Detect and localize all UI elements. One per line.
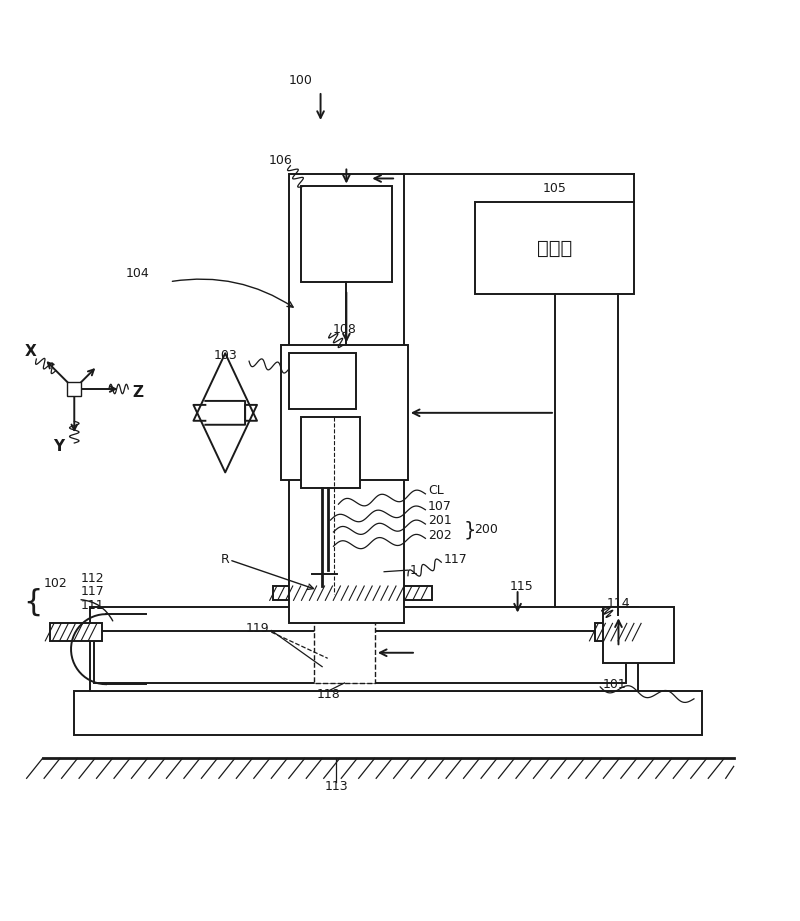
Text: 117: 117 (81, 585, 104, 598)
Text: 112: 112 (81, 572, 104, 585)
Bar (301, 417, 360, 488)
Text: 117: 117 (444, 554, 467, 566)
Bar (74, 691, 702, 735)
Bar (475, 203, 634, 294)
Text: {: { (23, 588, 42, 616)
Text: }: } (463, 520, 476, 539)
Text: Y: Y (53, 439, 64, 454)
Bar (602, 608, 674, 663)
Text: 104: 104 (126, 267, 150, 280)
Text: 107: 107 (428, 500, 452, 513)
Bar (301, 186, 392, 282)
Bar (67, 382, 82, 396)
Text: 105: 105 (543, 181, 567, 194)
Text: 202: 202 (428, 530, 451, 542)
Bar (281, 345, 408, 481)
Text: 106: 106 (269, 154, 293, 167)
Text: 118: 118 (317, 688, 340, 702)
Text: 101: 101 (602, 678, 626, 691)
Bar (90, 608, 638, 691)
Text: 113: 113 (325, 780, 348, 793)
Text: 控制部: 控制部 (538, 239, 573, 258)
Text: CL: CL (428, 484, 443, 497)
Bar (594, 624, 646, 641)
Text: 111: 111 (81, 599, 104, 612)
Text: 119: 119 (246, 623, 269, 635)
Text: X: X (25, 344, 36, 358)
Bar (50, 624, 102, 641)
Bar (289, 354, 356, 409)
Text: 115: 115 (510, 579, 534, 592)
Text: 201: 201 (428, 514, 451, 528)
Bar (273, 586, 432, 600)
Bar (314, 623, 375, 683)
Text: 108: 108 (333, 323, 356, 336)
Bar (94, 631, 626, 683)
Polygon shape (194, 354, 257, 421)
Text: 1: 1 (410, 564, 418, 577)
Text: 200: 200 (474, 523, 498, 536)
Text: 114: 114 (606, 597, 630, 610)
Text: 103: 103 (214, 349, 237, 362)
Bar (289, 174, 404, 624)
Text: R: R (221, 554, 229, 566)
Text: Z: Z (132, 386, 143, 401)
Text: 100: 100 (289, 75, 313, 87)
Polygon shape (194, 405, 257, 472)
Text: 102: 102 (44, 577, 68, 590)
